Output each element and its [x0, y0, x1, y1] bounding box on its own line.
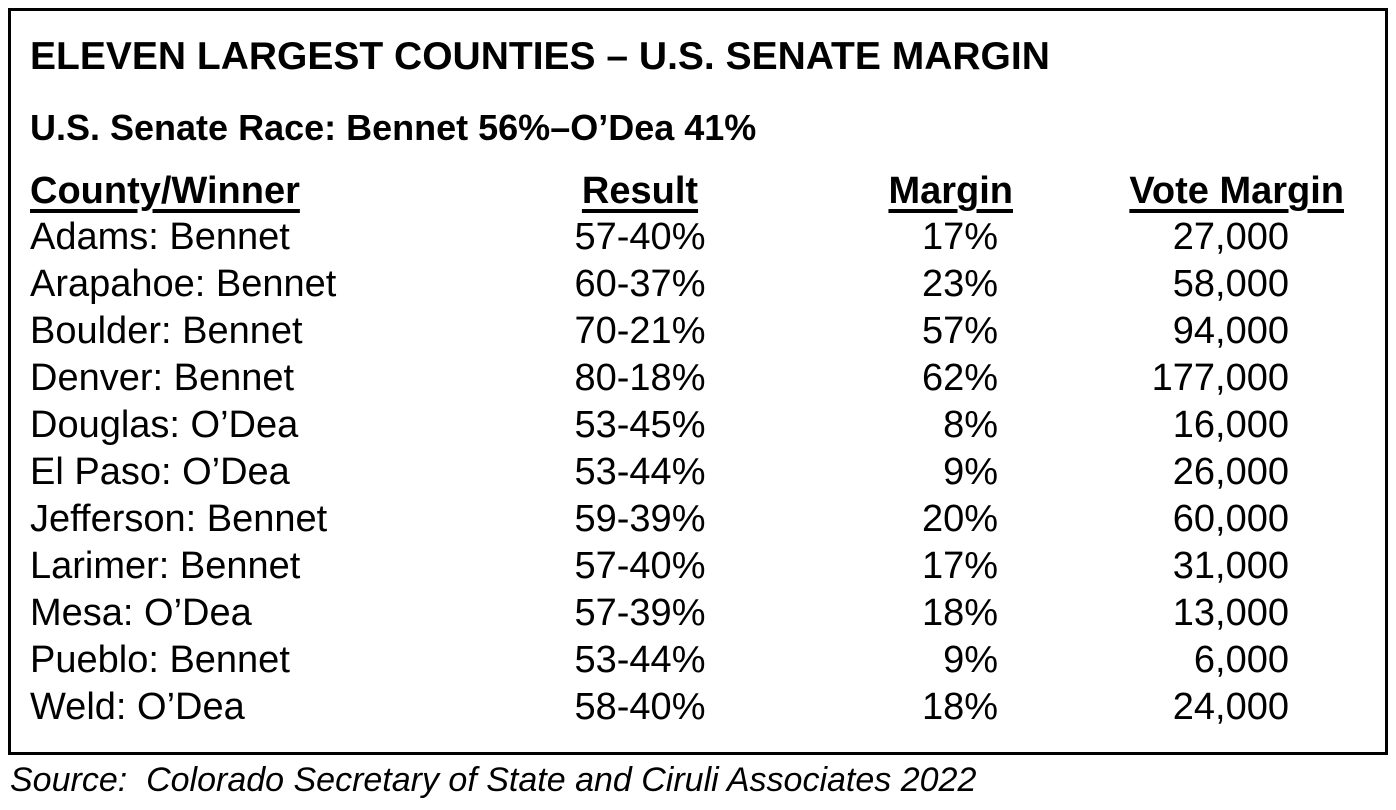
- cell-result: 57-40%: [574, 215, 706, 258]
- cell-result: 60-37%: [574, 262, 706, 305]
- cell-result: 57-40%: [574, 544, 706, 587]
- cell-result: 70-21%: [574, 309, 706, 352]
- cell-county-winner: Arapahoe: Bennet: [30, 262, 337, 305]
- cell-result: 53-44%: [574, 638, 706, 681]
- cell-margin: 17%: [921, 215, 998, 258]
- cell-county-winner: Pueblo: Bennet: [30, 638, 290, 681]
- results-table-card: ELEVEN LARGEST COUNTIES – U.S. SENATE MA…: [8, 8, 1388, 755]
- cell-result: 58-40%: [574, 685, 706, 728]
- cell-county-winner: El Paso: O’Dea: [30, 450, 290, 493]
- cell-vote-margin: 16,000: [1172, 403, 1289, 446]
- cell-vote-margin: 60,000: [1172, 497, 1289, 540]
- cell-margin: 8%: [943, 403, 998, 446]
- cell-margin: 20%: [921, 497, 998, 540]
- cell-margin: 18%: [921, 685, 998, 728]
- cell-vote-margin: 31,000: [1172, 544, 1289, 587]
- table-row: Boulder: Bennet 70-21% 57% 94,000: [30, 307, 1346, 354]
- cell-county-winner: Boulder: Bennet: [30, 309, 303, 352]
- table-row: Adams: Bennet 57-40% 17% 27,000: [30, 213, 1346, 260]
- table-header-row: County/Winner Result Margin Vote Margin: [30, 163, 1346, 213]
- cell-result: 80-18%: [574, 356, 706, 399]
- cell-county-winner: Douglas: O’Dea: [30, 403, 299, 446]
- cell-result: 57-39%: [574, 591, 706, 634]
- column-header-margin: Margin: [888, 170, 1013, 213]
- column-header-county-winner: County/Winner: [30, 170, 300, 213]
- cell-result: 59-39%: [574, 497, 706, 540]
- cell-county-winner: Denver: Bennet: [30, 356, 295, 399]
- cell-margin: 17%: [921, 544, 998, 587]
- cell-county-winner: Mesa: O’Dea: [30, 591, 252, 634]
- table-row: Denver: Bennet 80-18% 62% 177,000: [30, 354, 1346, 401]
- cell-county-winner: Jefferson: Bennet: [30, 497, 328, 540]
- cell-result: 53-45%: [574, 403, 706, 446]
- cell-vote-margin: 58,000: [1172, 262, 1289, 305]
- cell-county-winner: Weld: O’Dea: [30, 685, 245, 728]
- cell-vote-margin: 177,000: [1151, 356, 1289, 399]
- source-note: Source: Colorado Secretary of State and …: [10, 761, 977, 799]
- cell-vote-margin: 26,000: [1172, 450, 1289, 493]
- cell-vote-margin: 13,000: [1172, 591, 1289, 634]
- cell-margin: 62%: [921, 356, 998, 399]
- cell-county-winner: Adams: Bennet: [30, 215, 290, 258]
- column-header-result: Result: [581, 170, 699, 213]
- cell-vote-margin: 6,000: [1193, 638, 1289, 681]
- cell-result: 53-44%: [574, 450, 706, 493]
- table-row: Larimer: Bennet 57-40% 17% 31,000: [30, 542, 1346, 589]
- cell-margin: 9%: [943, 450, 998, 493]
- page-title: ELEVEN LARGEST COUNTIES – U.S. SENATE MA…: [30, 35, 1050, 78]
- table-row: Arapahoe: Bennet 60-37% 23% 58,000: [30, 260, 1346, 307]
- cell-margin: 23%: [921, 262, 998, 305]
- table-row: Weld: O’Dea 58-40% 18% 24,000: [30, 683, 1346, 730]
- counties-table: County/Winner Result Margin Vote Margin …: [30, 163, 1346, 730]
- cell-county-winner: Larimer: Bennet: [30, 544, 301, 587]
- race-summary: U.S. Senate Race: Bennet 56%–O’Dea 41%: [30, 106, 757, 148]
- cell-margin: 57%: [921, 309, 998, 352]
- cell-vote-margin: 94,000: [1172, 309, 1289, 352]
- cell-margin: 18%: [921, 591, 998, 634]
- table-row: El Paso: O’Dea 53-44% 9% 26,000: [30, 448, 1346, 495]
- table-row: Mesa: O’Dea 57-39% 18% 13,000: [30, 589, 1346, 636]
- cell-vote-margin: 24,000: [1172, 685, 1289, 728]
- cell-vote-margin: 27,000: [1172, 215, 1289, 258]
- table-row: Jefferson: Bennet 59-39% 20% 60,000: [30, 495, 1346, 542]
- cell-margin: 9%: [943, 638, 998, 681]
- column-header-vote-margin: Vote Margin: [1129, 170, 1344, 213]
- table-row: Pueblo: Bennet 53-44% 9% 6,000: [30, 636, 1346, 683]
- table-row: Douglas: O’Dea 53-45% 8% 16,000: [30, 401, 1346, 448]
